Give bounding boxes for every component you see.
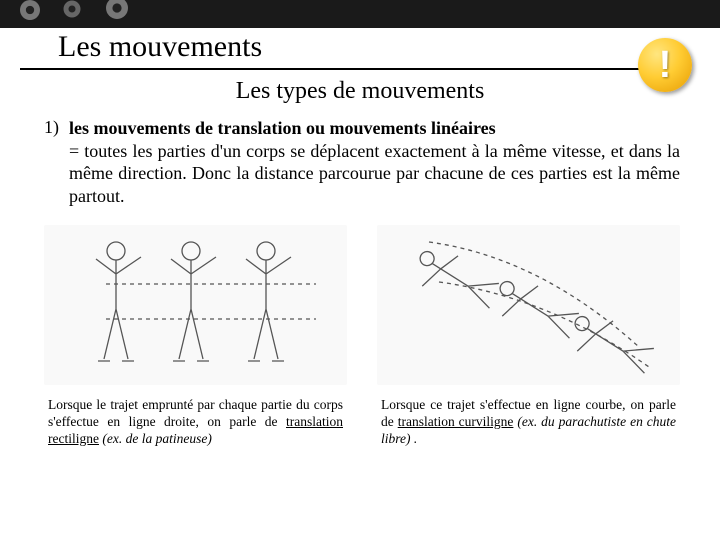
list-item: 1) les mouvements de translation ou mouv… <box>44 117 680 207</box>
gear-icon <box>10 0 50 28</box>
caption-left: Lorsque le trajet emprunté par chaque pa… <box>44 397 347 448</box>
caption-left-italic: (ex. de la patineuse) <box>102 431 211 446</box>
list-number: 1) <box>44 117 59 207</box>
exclamation-icon: ! <box>659 44 672 87</box>
caption-right-underline: translation curviligne <box>398 414 514 429</box>
list-bold-heading: les mouvements de translation ou mouveme… <box>69 117 680 140</box>
caption-right: Lorsque ce trajet s'effectue en ligne co… <box>377 397 680 448</box>
page-subtitle: Les types de mouvements <box>0 78 720 105</box>
skater-svg <box>66 229 326 379</box>
figure-left: Lorsque le trajet emprunté par chaque pa… <box>44 225 347 448</box>
list-definition: = toutes les parties d'un corps se dépla… <box>69 140 680 208</box>
gear-icon <box>55 0 89 26</box>
title-underline <box>20 68 660 70</box>
figure-right: Lorsque ce trajet s'effectue en ligne co… <box>377 225 680 448</box>
page-title: Les mouvements <box>0 28 720 64</box>
parachutist-figure <box>377 225 680 385</box>
figures-row: Lorsque le trajet emprunté par chaque pa… <box>44 225 680 448</box>
list-content: les mouvements de translation ou mouveme… <box>69 117 680 207</box>
warning-badge: ! <box>638 38 692 92</box>
skater-figure <box>44 225 347 385</box>
body-area: 1) les mouvements de translation ou mouv… <box>0 105 720 448</box>
top-bar <box>0 0 720 28</box>
gear-icon <box>95 0 139 28</box>
parachutist-svg <box>399 227 659 377</box>
